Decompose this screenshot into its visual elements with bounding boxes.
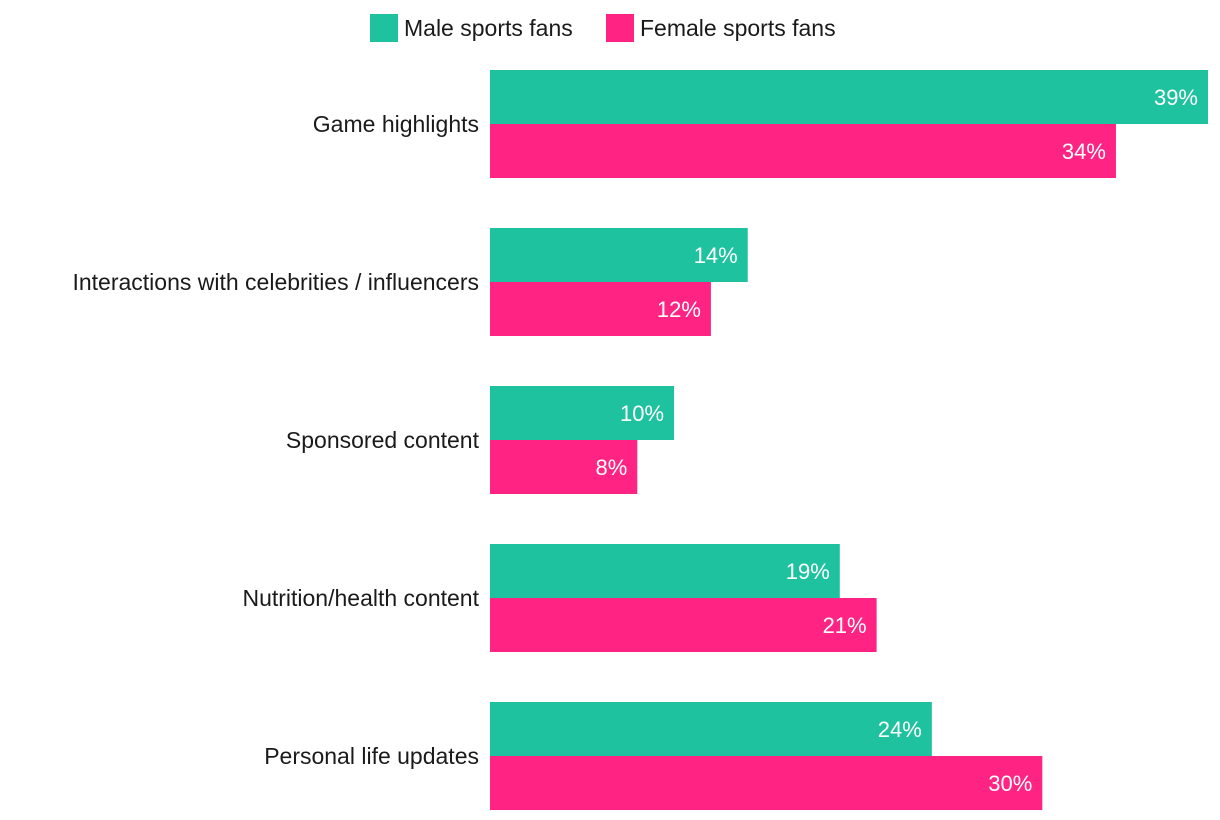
value-label-male-nutrition-health-content: 19% <box>786 559 830 584</box>
bar-female-sponsored-content <box>490 440 638 494</box>
plot-area: Game highlights 39% 34% Interactions with c… <box>72 70 1208 810</box>
bar-male-interactions-with-celebrities-influencers <box>490 228 748 282</box>
value-label-male-game-highlights: 39% <box>1154 85 1198 110</box>
value-label-male-personal-life-updates: 24% <box>878 717 922 742</box>
category-label-personal-life-updates: Personal life updates <box>264 743 479 769</box>
legend-label-male: Male sports fans <box>404 15 573 41</box>
value-label-male-interactions-with-celebrities-influencers: 14% <box>694 243 738 268</box>
bar-male-sponsored-content <box>490 386 675 440</box>
bar-female-personal-life-updates <box>490 756 1043 810</box>
bar-female-game-highlights <box>490 124 1116 178</box>
value-label-male-sponsored-content: 10% <box>620 401 664 426</box>
bar-male-personal-life-updates <box>490 702 932 756</box>
bar-female-interactions-with-celebrities-influencers <box>490 282 711 336</box>
bar-male-game-highlights <box>490 70 1208 124</box>
legend-swatch-male <box>370 14 398 42</box>
category-label-sponsored-content: Sponsored content <box>286 427 480 453</box>
legend-swatch-female <box>606 14 634 42</box>
value-label-female-nutrition-health-content: 21% <box>823 613 867 638</box>
legend: Male sports fans Female sports fans <box>370 14 836 42</box>
category-label-game-highlights: Game highlights <box>313 111 479 137</box>
value-label-female-sponsored-content: 8% <box>595 455 627 480</box>
category-label-interactions-with-celebrities-influencers: Interactions with celebrities / influenc… <box>72 269 479 295</box>
value-label-female-game-highlights: 34% <box>1062 139 1106 164</box>
bar-female-nutrition-health-content <box>490 598 877 652</box>
bar-male-nutrition-health-content <box>490 544 840 598</box>
category-label-nutrition-health-content: Nutrition/health content <box>242 585 479 611</box>
value-label-female-interactions-with-celebrities-influencers: 12% <box>657 297 701 322</box>
legend-label-female: Female sports fans <box>640 15 836 41</box>
value-label-female-personal-life-updates: 30% <box>988 771 1032 796</box>
